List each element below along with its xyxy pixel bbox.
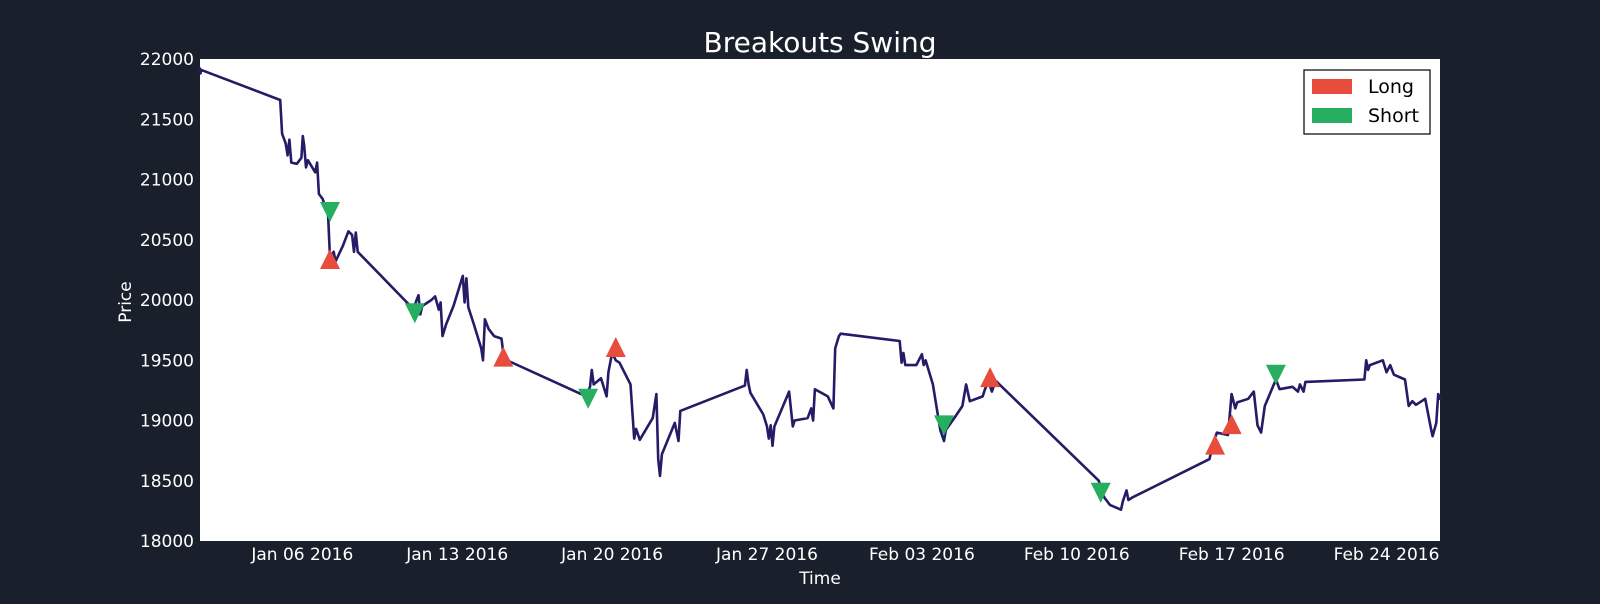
y-tick-label: 20000	[140, 291, 194, 311]
x-tick-label: Jan 06 2016	[250, 545, 353, 565]
short-signal-marker	[578, 388, 599, 409]
short-signal-marker	[934, 415, 954, 436]
x-tick-label: Feb 10 2016	[1024, 545, 1130, 565]
y-tick-label: 18000	[140, 532, 194, 552]
y-tick-label: 22000	[140, 50, 194, 70]
long-signal-marker	[1205, 434, 1226, 455]
y-axis-ticks: 18000 18500 19000 19500 20000 20500 21000 21500…	[140, 50, 194, 552]
long-signal-marker	[605, 336, 626, 357]
legend-short-swatch	[1312, 108, 1352, 123]
long-signal-marker	[1221, 414, 1242, 435]
plot-area	[200, 59, 1440, 541]
y-tick-label: 19000	[140, 412, 194, 432]
x-tick-label: Jan 27 2016	[715, 545, 818, 565]
y-tick-label: 20500	[140, 231, 194, 251]
short-signal-marker	[1090, 482, 1111, 503]
signal-markers	[319, 202, 1286, 503]
short-signal-marker	[319, 202, 340, 223]
x-tick-label: Feb 17 2016	[1179, 545, 1285, 565]
price-line	[198, 67, 1442, 512]
long-signal-marker	[980, 367, 1001, 388]
y-tick-label: 18500	[140, 472, 194, 492]
x-tick-label: Feb 03 2016	[869, 545, 975, 565]
y-tick-label: 21000	[140, 171, 194, 191]
x-tick-label: Jan 13 2016	[405, 545, 508, 565]
short-signal-marker	[1265, 364, 1286, 385]
short-signal-marker	[404, 303, 425, 324]
legend: Long Short	[1303, 69, 1431, 135]
chart-title: Breakouts Swing	[703, 26, 936, 59]
y-tick-label: 21500	[140, 110, 194, 130]
y-axis-label: Price	[116, 281, 136, 322]
x-tick-label: Feb 24 2016	[1334, 545, 1440, 565]
legend-long-label: Long	[1368, 76, 1414, 98]
x-axis-label: Time	[798, 569, 841, 589]
x-tick-label: Jan 20 2016	[560, 545, 663, 565]
legend-short-label: Short	[1368, 105, 1419, 127]
long-signal-marker	[319, 249, 340, 270]
y-tick-label: 19500	[140, 351, 194, 371]
price-series	[198, 67, 1442, 512]
legend-long-swatch	[1312, 79, 1352, 94]
long-signal-marker	[493, 346, 514, 367]
x-axis-ticks: Jan 06 2016 Jan 13 2016 Jan 20 2016 Jan 27 …	[250, 545, 1439, 565]
